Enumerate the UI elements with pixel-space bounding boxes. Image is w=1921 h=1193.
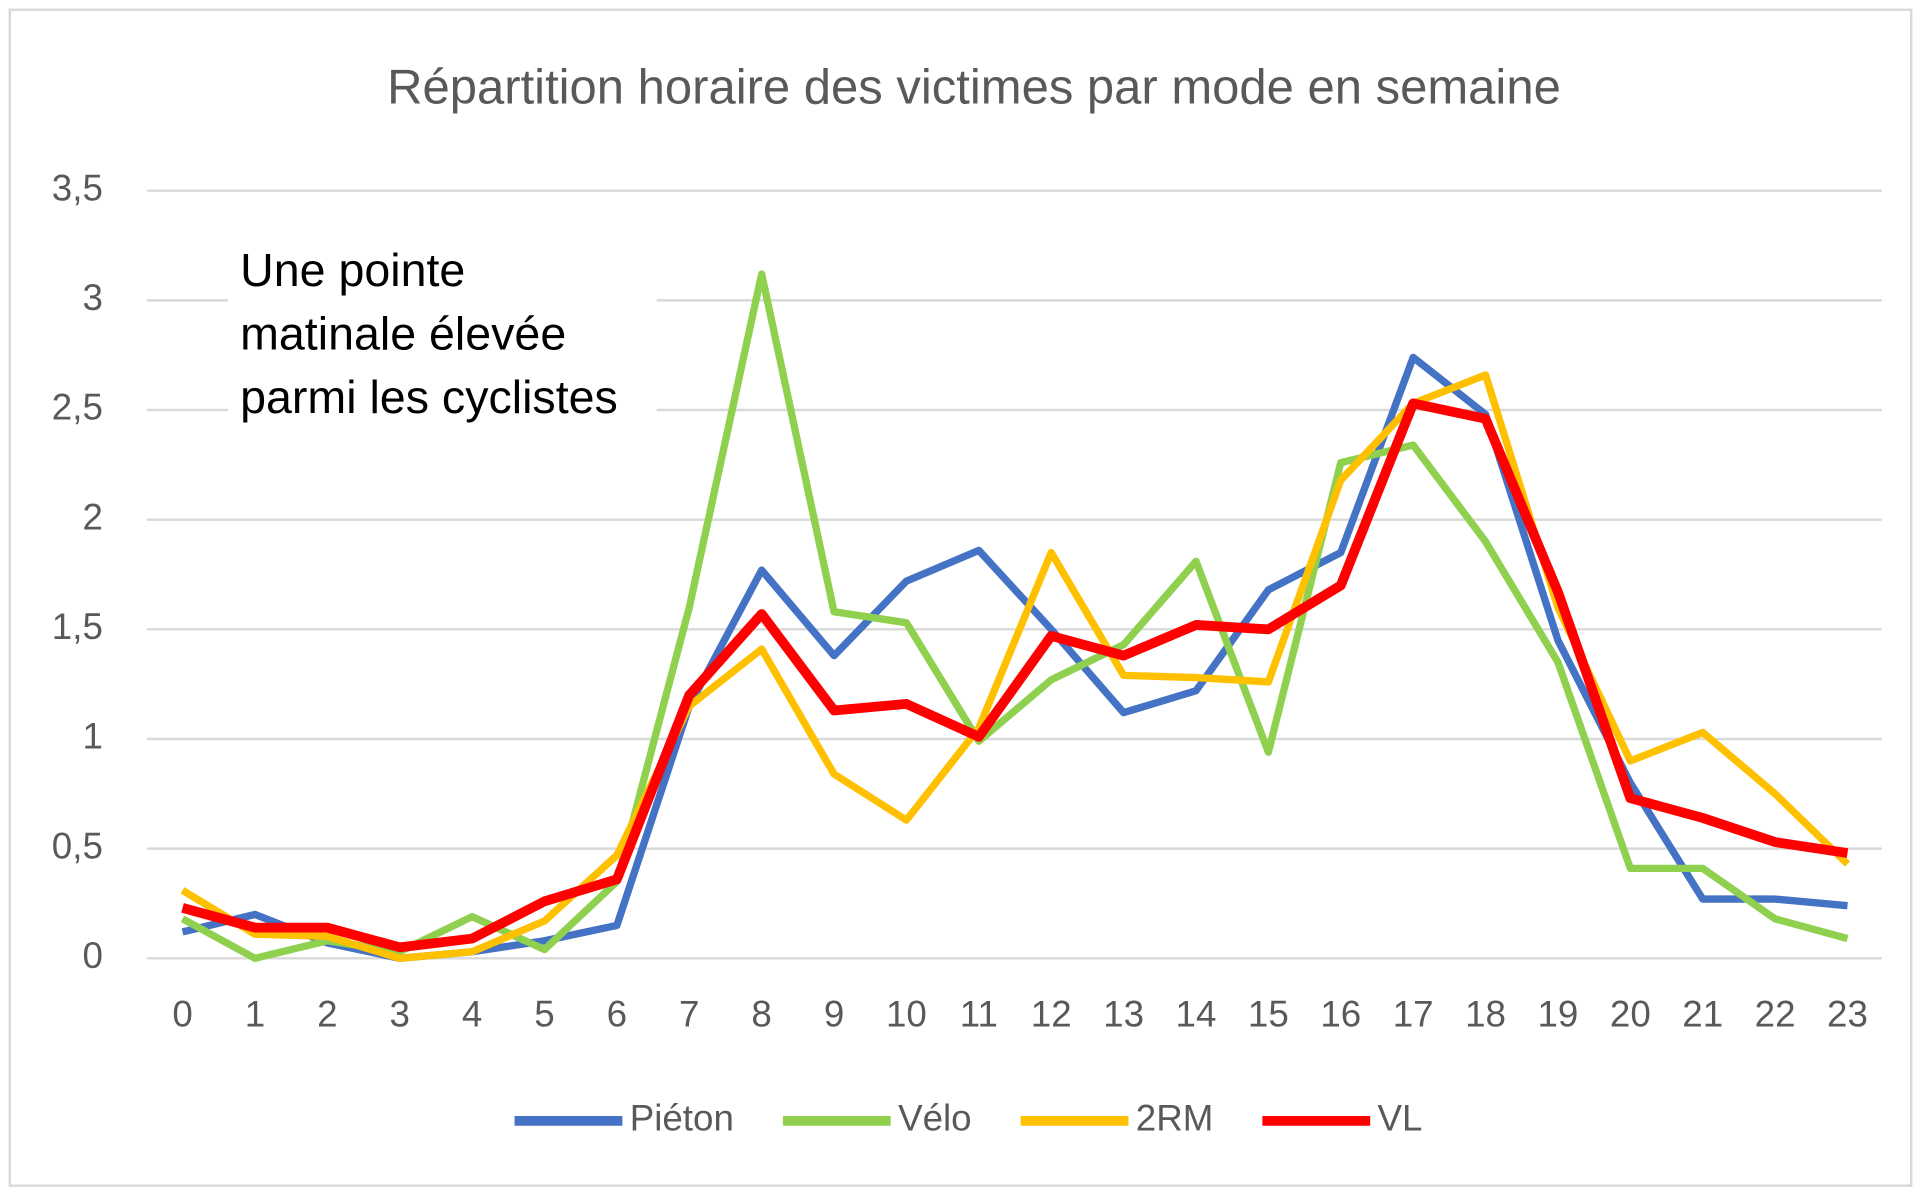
x-tick-label: 12: [1031, 994, 1072, 1035]
y-tick-label: 0: [82, 935, 102, 976]
x-tick-label: 15: [1248, 994, 1289, 1035]
series-line: [180, 270, 1849, 962]
x-tick-label: 10: [886, 994, 927, 1035]
x-tick-label: 5: [534, 994, 554, 1035]
x-tick-label: 19: [1537, 994, 1578, 1035]
legend-label: Vélo: [898, 1098, 972, 1139]
x-tick-label: 16: [1320, 994, 1361, 1035]
x-tick-label: 9: [824, 994, 844, 1035]
series-line: [181, 398, 1849, 953]
x-tick-label: 18: [1465, 994, 1506, 1035]
y-tick-label: 2,5: [52, 387, 103, 428]
x-tick-label: 21: [1682, 994, 1723, 1035]
x-tick-label: 14: [1176, 994, 1217, 1035]
x-tick-label: 20: [1610, 994, 1651, 1035]
x-tick-label: 1: [245, 994, 265, 1035]
chart-title: Répartition horaire des victimes par mod…: [387, 60, 1561, 114]
y-tick-label: 1: [82, 716, 102, 757]
x-tick-label: 23: [1827, 994, 1868, 1035]
x-tick-label: 13: [1103, 994, 1144, 1035]
y-tick-label: 2: [82, 496, 102, 537]
plot: [180, 270, 1851, 962]
legend-label: Piéton: [630, 1098, 734, 1139]
x-tick-label: 22: [1755, 994, 1796, 1035]
x-tick-label: 2: [317, 994, 337, 1035]
x-tick-label: 6: [607, 994, 627, 1035]
x-tick-label: 4: [462, 994, 482, 1035]
y-tick-label: 0,5: [52, 825, 103, 866]
annotation-box: Une pointe matinale élevée parmi les cyc…: [227, 237, 657, 433]
x-tick-label: 7: [679, 994, 699, 1035]
x-tick-label: 0: [172, 994, 192, 1035]
chart-frame: [8, 8, 1913, 1187]
y-tick-label: 3: [82, 277, 102, 318]
x-tick-label: 11: [960, 994, 998, 1035]
y-tick-label: 3,5: [52, 167, 103, 208]
annotation: Une pointe matinale élevée parmi les cyc…: [227, 237, 657, 433]
x-tick-label: 8: [751, 994, 771, 1035]
legend-label: 2RM: [1136, 1098, 1214, 1139]
legend-label: VL: [1378, 1098, 1423, 1139]
y-tick-label: 1,5: [52, 606, 103, 647]
x-tick-label: 17: [1393, 994, 1434, 1035]
x-tick-label: 3: [389, 994, 409, 1035]
